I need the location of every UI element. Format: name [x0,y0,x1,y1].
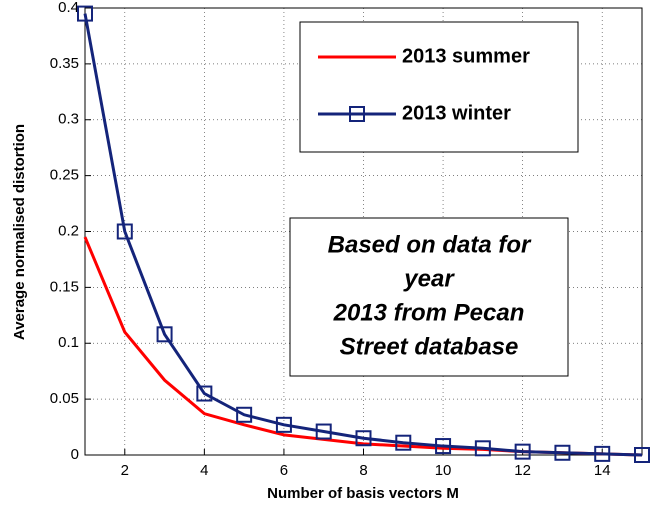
y-tick-label: 0.15 [50,278,79,295]
annotation: Based on data for year 2013 from Pecan Stre… [289,217,569,377]
marker [435,438,452,455]
annotation-box [289,217,569,377]
marker [634,447,650,463]
legend-label: 2013 summer [402,45,530,67]
marker [77,5,93,22]
y-tick-label: 0.4 [58,0,79,16]
marker [196,385,213,402]
marker [554,444,571,461]
annotation-line: Street database [340,333,519,360]
y-tick-label: 0.35 [50,55,79,72]
marker [474,440,491,457]
legend-marker [349,106,365,122]
marker [156,326,173,343]
x-tick-label: 2 [121,462,129,479]
y-tick-label: 0.1 [58,334,79,351]
legend-box [299,21,579,153]
y-tick-label: 0.3 [58,111,79,128]
marker [275,416,292,433]
y-tick-label: 0.2 [58,222,79,239]
series-line [83,13,643,457]
annotation-line: Based on data for [328,231,532,258]
x-tick-label: 14 [594,462,611,479]
legend-label: 2013 winter [402,102,511,124]
annotation-line: 2013 from Pecan [333,299,525,326]
y-tick-label: 0.05 [50,390,79,407]
marker [315,423,332,440]
x-tick-label: 10 [435,462,452,479]
y-tick-label: 0 [71,446,79,463]
x-tick-label: 8 [359,462,367,479]
marker [594,445,611,462]
y-tick-label: 0.25 [50,167,79,184]
x-tick-label: 6 [280,462,288,479]
annotation-line: year [403,265,455,292]
marker [236,406,253,423]
marker [355,430,372,447]
marker [514,443,531,460]
legend: 2013 summer 2013 winter [299,21,579,153]
marker [116,223,133,240]
x-axis-label: Number of basis vectors M [267,485,459,502]
x-tick-label: 4 [200,462,208,479]
marker [395,434,412,451]
x-tick-label: 12 [514,462,531,479]
y-axis-label: Average normalised distortion [11,124,28,340]
plot-frame [84,7,643,456]
